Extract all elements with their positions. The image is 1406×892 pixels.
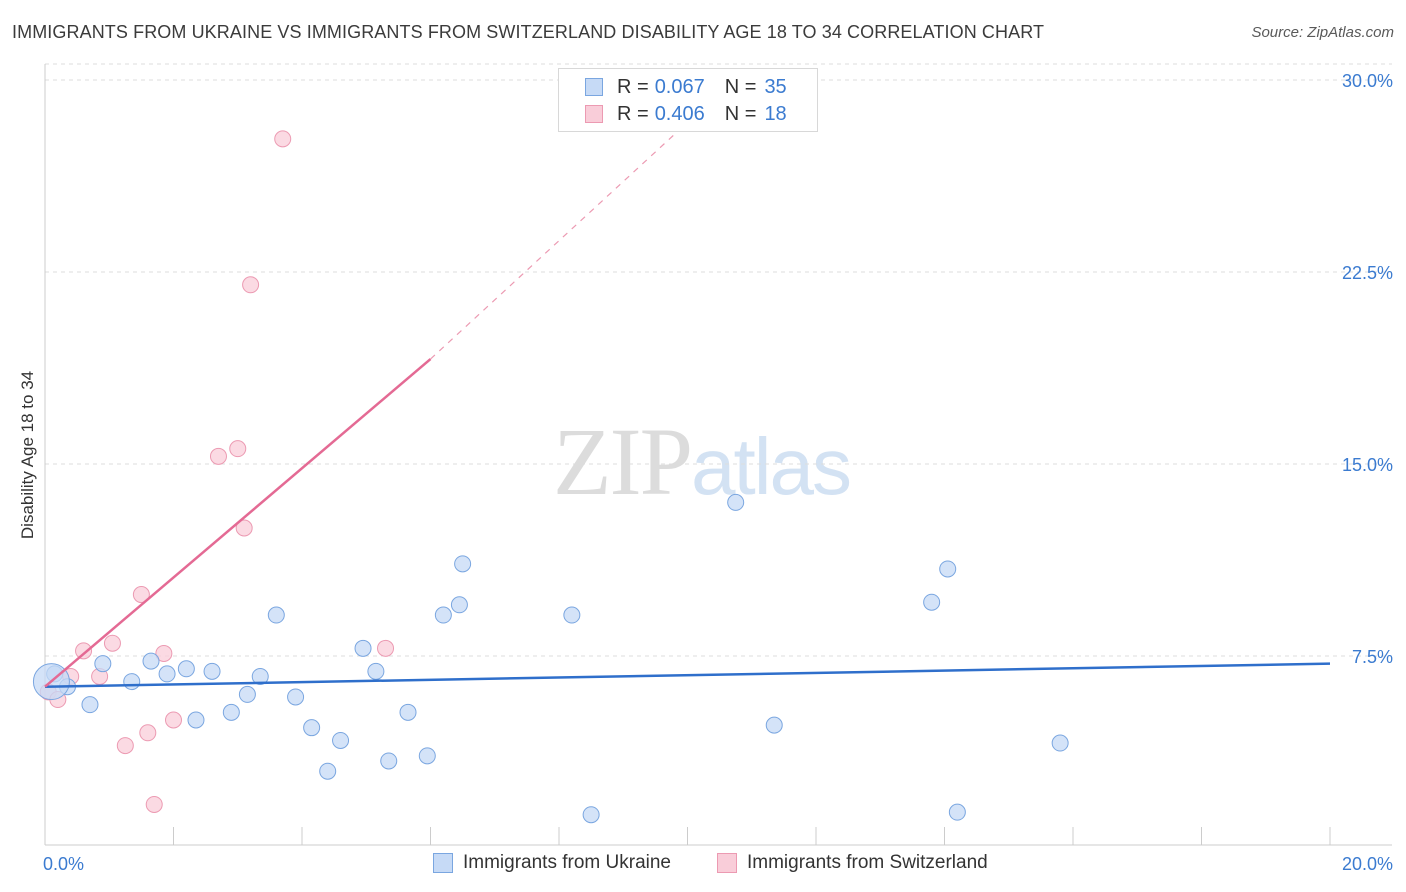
watermark-zip: ZIP [553,408,693,515]
point-ukraine [332,731,350,749]
point-switzerland [103,634,121,652]
point-ukraine [251,667,269,685]
legend-row-switzerland: R = 0.406 N = 18 [585,102,787,126]
point-switzerland [139,724,157,742]
point-ukraine [765,716,783,734]
y-axis-label: Disability Age 18 to 34 [18,370,37,540]
y-tick-label: 7.5% [1352,647,1393,667]
point-ukraine [238,685,256,703]
legend-r-label-ukraine: R = [617,75,649,98]
point-switzerland [274,130,292,148]
point-ukraine [319,762,337,780]
point-switzerland [155,644,173,662]
trend-line-switzerland [44,358,432,688]
legend-r-label-switzerland: R = [617,102,649,125]
legend-r-value-ukraine: 0.067 [654,75,705,98]
legend-n-value-ukraine: 35 [764,75,787,98]
point-ukraine [418,747,436,765]
point-ukraine [303,719,321,737]
x-tick-label: 20.0% [1342,854,1393,874]
legend-n-value-switzerland: 18 [764,102,787,125]
point-ukraine [94,655,112,673]
point-ukraine [222,703,240,721]
legend-n-label-switzerland: N = [724,102,757,125]
point-ukraine [81,696,99,714]
watermark-atlas: atlas [691,422,852,511]
point-ukraine [158,665,176,683]
point-switzerland [165,711,182,729]
point-ukraine [380,752,398,770]
point-switzerland [145,795,163,813]
point-ukraine [399,703,417,721]
bottom-legend-label-ukraine: Immigrants from Ukraine [463,852,671,873]
point-ukraine [434,606,452,624]
point-ukraine [582,806,600,824]
x-tick-label: 0.0% [43,854,84,874]
bottom-legend-swatch-switzerland [717,853,737,873]
legend-row-ukraine: R = 0.067 N = 35 [585,75,787,99]
point-ukraine [1051,734,1069,752]
point-ukraine [923,593,941,611]
point-ukraine [123,673,141,691]
correlation-legend: R = 0.067 N = 35 R = 0.406 N = 18 [558,68,818,132]
chart-title: IMMIGRANTS FROM UKRAINE VS IMMIGRANTS FR… [12,22,1045,42]
point-ukraine [287,688,305,706]
y-tick-label: 15.0% [1342,455,1393,475]
point-ukraine [142,652,160,670]
point-ukraine [267,606,285,624]
y-tick-label: 22.5% [1342,263,1393,283]
point-ukraine [367,662,385,680]
trend-line-switzerland-extrapolated [430,92,721,360]
point-switzerland [75,642,93,660]
point-ukraine [939,560,957,578]
point-ukraine [454,555,472,573]
point-ukraine [450,596,468,614]
watermark: ZIPatlas [553,406,852,517]
point-switzerland [235,519,253,537]
point-ukraine [177,660,195,678]
trend-line-ukraine [44,662,1331,688]
legend-r-value-switzerland: 0.406 [654,102,705,125]
point-ukraine [187,711,205,729]
bottom-legend-switzerland: Immigrants from Switzerland [717,852,988,874]
bottom-legend-ukraine: Immigrants from Ukraine [433,852,671,874]
point-switzerland [242,276,260,294]
point-ukraine [354,639,372,657]
point-ukraine [563,606,581,624]
point-switzerland [132,586,150,604]
bottom-legend-swatch-ukraine [433,853,453,873]
legend-n-label-ukraine: N = [724,75,757,98]
point-switzerland [377,639,395,657]
point-switzerland [229,440,247,458]
point-switzerland [116,737,134,755]
bottom-legend-label-switzerland: Immigrants from Switzerland [747,852,988,873]
source-label: Source: ZipAtlas.com [1251,24,1394,41]
y-tick-label: 30.0% [1342,71,1393,91]
point-ukraine [203,662,221,680]
point-switzerland [209,447,227,465]
legend-swatch-ukraine [585,78,603,96]
point-ukraine [727,493,745,511]
legend-swatch-switzerland [585,105,603,123]
point-ukraine [948,803,966,821]
